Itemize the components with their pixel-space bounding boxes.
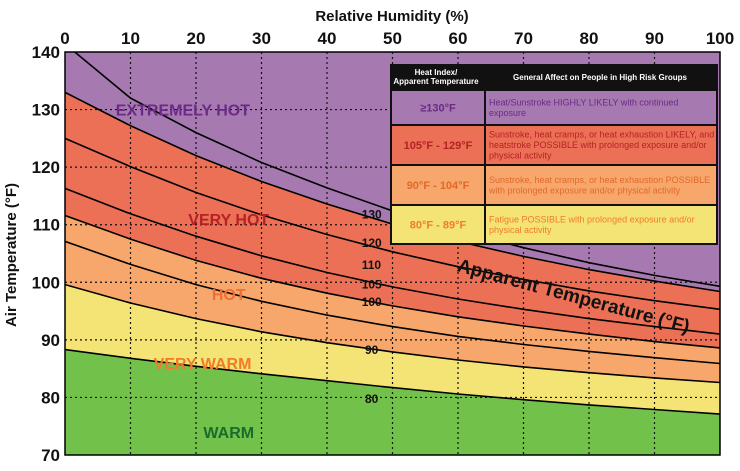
legend-row-bg <box>391 125 717 165</box>
legend-description: Sunstroke, heat cramps, or heat exhausti… <box>489 130 714 161</box>
x-tick-label: 70 <box>514 29 533 48</box>
legend-range: 105°F - 129°F <box>404 140 473 152</box>
legend-description: Fatigue POSSIBLE with prolonged exposure… <box>489 214 695 235</box>
legend-range: 80°F - 89°F <box>410 220 467 232</box>
x-axis-title: Relative Humidity (%) <box>315 8 468 25</box>
legend-range: 90°F - 104°F <box>407 180 470 192</box>
y-tick-labels: 70 80 90 100 110 120 130 140 <box>32 43 60 465</box>
y-tick-label: 130 <box>32 101 60 120</box>
zone-label: VERY WARM <box>154 356 252 373</box>
curve-value-label: 90 <box>365 343 379 357</box>
y-axis-title: Air Temperature (°F) <box>3 183 20 327</box>
curve-100 <box>65 240 720 365</box>
y-tick-label: 100 <box>32 273 60 292</box>
curve-value-label: 105 <box>362 278 382 292</box>
x-tick-label: 100 <box>706 29 734 48</box>
zone-label: WARM <box>203 425 254 442</box>
x-tick-label: 30 <box>252 29 271 48</box>
legend-row-bg <box>391 205 717 244</box>
curve-value-label: 130 <box>362 207 382 221</box>
plot-frame <box>64 51 721 456</box>
x-tick-label: 0 <box>60 29 69 48</box>
legend-header-col2: General Affect on People in High Risk Gr… <box>513 73 688 82</box>
legend-description: Heat/Sunstroke HIGHLY LIKELY with contin… <box>489 97 678 118</box>
x-tick-label: 60 <box>449 29 468 48</box>
curve-80 <box>65 348 720 415</box>
legend-header-bg <box>391 65 717 90</box>
legend-border <box>390 64 718 245</box>
zone-label: VERY HOT <box>188 212 269 229</box>
legend-header-col1: Heat Index/Apparent Temperature <box>393 68 479 86</box>
curve-90 <box>65 283 720 384</box>
y-tick-label: 70 <box>41 446 60 465</box>
x-tick-label: 20 <box>187 29 206 48</box>
curve-value-label: 120 <box>362 236 382 250</box>
x-tick-labels: 0 10 20 30 40 50 60 70 80 90 100 <box>60 29 734 48</box>
zone-label: HOT <box>212 287 246 304</box>
legend-rows: ≥130°F Heat/Sunstroke HIGHLY LIKELY with … <box>391 89 717 244</box>
curve-value-label: 110 <box>362 258 382 272</box>
legend-description: Sunstroke, heat cramps, or heat exhausti… <box>488 175 710 196</box>
curve-labels: 130 120 110 105 100 90 80 <box>362 207 382 406</box>
legend-table: Heat Index/Apparent Temperature General … <box>390 64 718 245</box>
x-tick-label: 80 <box>580 29 599 48</box>
legend-range: ≥130°F <box>420 103 456 115</box>
curve-value-label: 80 <box>365 392 379 406</box>
legend-row-bg <box>391 90 717 125</box>
curve-110 <box>65 187 720 335</box>
curve-120 <box>65 137 720 311</box>
curve-value-label: 100 <box>362 295 382 309</box>
y-tick-label: 140 <box>32 43 60 62</box>
curve-105 <box>65 214 720 349</box>
x-tick-label: 10 <box>121 29 140 48</box>
x-tick-label: 50 <box>383 29 402 48</box>
y-tick-label: 110 <box>33 216 60 235</box>
legend-row-bg <box>391 165 717 205</box>
y-tick-label: 120 <box>32 158 60 177</box>
x-tick-label: 90 <box>645 29 664 48</box>
x-tick-label: 40 <box>318 29 337 48</box>
y-tick-label: 80 <box>41 388 60 407</box>
zone-labels: EXTREMELY HOT VERY HOT HOT VERY WARM WARM <box>116 103 270 442</box>
zone-label: EXTREMELY HOT <box>116 103 250 120</box>
y-tick-label: 90 <box>41 331 60 350</box>
